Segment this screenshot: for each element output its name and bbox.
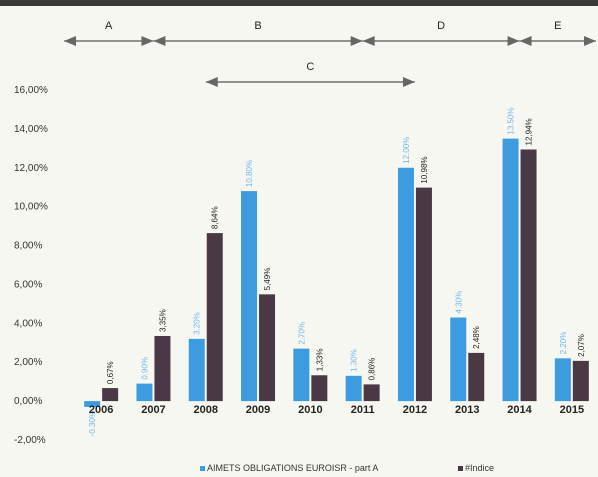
period-label-B: B — [254, 20, 261, 32]
x-tick-label: 2007 — [141, 404, 165, 416]
data-label: 8,64% — [211, 206, 220, 229]
data-label: -0.30% — [88, 411, 97, 436]
bar-fund-2013 — [450, 317, 467, 402]
bar-index-2006 — [102, 388, 119, 402]
y-tick-label: 0,00% — [14, 396, 42, 407]
x-tick-label: 2006 — [89, 404, 113, 416]
y-tick-label: 16,00% — [14, 85, 48, 96]
bar-fund-2009 — [241, 191, 258, 402]
data-label: 0,67% — [106, 361, 115, 384]
bar-fund-2007 — [136, 383, 153, 402]
period-label-D: D — [437, 20, 445, 32]
legend-swatch — [200, 466, 205, 471]
data-label: 2,48% — [472, 326, 481, 349]
bar-fund-2008 — [188, 338, 205, 402]
data-label: 10.80% — [245, 160, 254, 187]
x-tick-label: 2010 — [298, 404, 322, 416]
bar-fund-2006 — [84, 401, 101, 407]
data-label: 13.50% — [507, 107, 516, 134]
data-label: 10,98% — [420, 156, 429, 183]
period-arrow-right-A — [141, 36, 154, 46]
bar-fund-2015 — [554, 358, 571, 402]
bar-index-2008 — [206, 233, 223, 402]
data-label: 0.90% — [140, 357, 149, 380]
period-label-E: E — [554, 20, 561, 32]
y-axis: -2,00% 0,00% 2,00% 4,00% 6,00% 8,00% 10,00% 12,… — [14, 85, 48, 446]
period-arrow-right-C — [402, 77, 415, 87]
y-tick-label: 4,00% — [14, 318, 42, 329]
period-arrow-left-C — [205, 77, 218, 87]
bars — [84, 138, 589, 407]
data-label: 3,35% — [158, 309, 167, 332]
bar-fund-2010 — [293, 348, 310, 402]
x-tick-label: 2008 — [194, 404, 218, 416]
legend-swatch — [458, 466, 463, 471]
top-border — [0, 0, 598, 6]
bar-index-2011 — [363, 384, 380, 402]
x-tick-label: 2013 — [455, 404, 479, 416]
y-tick-label: 8,00% — [14, 241, 42, 252]
y-tick-label: 14,00% — [14, 124, 48, 135]
legend: AIMETS OBLIGATIONS EUROISR - part A #Indi… — [200, 463, 494, 473]
y-tick-label: -2,00% — [14, 435, 46, 446]
data-label: 12.00% — [402, 137, 411, 164]
bar-fund-2011 — [345, 375, 362, 402]
data-label: 1.30% — [350, 349, 359, 372]
legend-label: AIMETS OBLIGATIONS EUROISR - part A — [207, 463, 378, 473]
legend-label: #Indice — [465, 463, 494, 473]
bar-index-2009 — [259, 294, 276, 402]
period-label-C: C — [306, 61, 314, 73]
bar-index-2012 — [415, 187, 432, 402]
x-tick-label: 2009 — [246, 404, 270, 416]
period-arrow-left-D — [362, 36, 375, 46]
period-label-A: A — [105, 20, 113, 32]
data-label: 3.20% — [193, 312, 202, 335]
period-arrow-left-B — [153, 36, 166, 46]
bar-index-2014 — [520, 149, 537, 402]
period-arrow-right-D — [507, 36, 520, 46]
data-label: 4.30% — [454, 291, 463, 314]
data-labels: -0.30% 0.90% 3.20% 10.80% 2.70% 1.30% 12.00% 4.… — [88, 107, 586, 436]
x-tick-label: 2014 — [507, 404, 532, 416]
period-arrow-left-A — [64, 36, 76, 46]
x-axis: 2006 2007 2008 2009 2010 2011 2012 2013 2014 2015 — [89, 404, 584, 416]
bar-index-2013 — [468, 352, 485, 402]
y-tick-label: 10,00% — [14, 202, 48, 213]
period-annotations: A B D E C — [64, 20, 596, 87]
data-label: 2.20% — [559, 332, 568, 355]
x-tick-label: 2012 — [403, 404, 427, 416]
bar-fund-2012 — [397, 167, 414, 402]
y-tick-label: 12,00% — [14, 163, 48, 174]
data-label: 1,33% — [315, 349, 324, 372]
bar-index-2010 — [311, 375, 328, 402]
period-arrow-right-E — [584, 36, 596, 46]
x-tick-label: 2011 — [351, 404, 375, 416]
y-tick-label: 6,00% — [14, 279, 42, 290]
y-tick-label: 2,00% — [14, 357, 42, 368]
bar-index-2007 — [154, 335, 171, 402]
data-label: 0,86% — [368, 358, 377, 381]
data-label: 5,49% — [263, 268, 272, 291]
x-tick-label: 2015 — [560, 404, 584, 416]
data-label: 2,07% — [577, 334, 586, 357]
period-arrow-left-E — [519, 36, 532, 46]
bar-index-2015 — [572, 360, 589, 402]
bar-fund-2014 — [502, 138, 519, 402]
data-label: 12,94% — [525, 118, 534, 145]
data-label: 2.70% — [297, 322, 306, 345]
period-arrow-right-B — [350, 36, 363, 46]
